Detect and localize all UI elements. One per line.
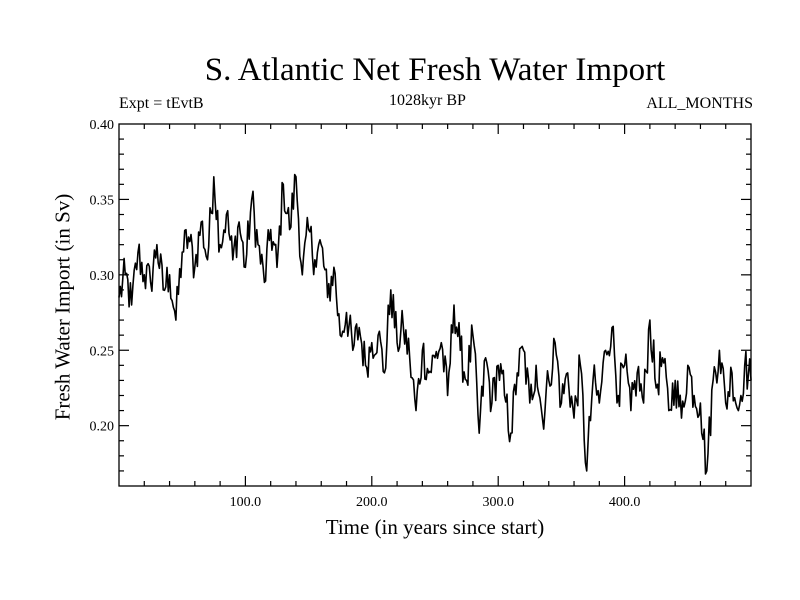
y-tick-label: 0.20 bbox=[90, 420, 115, 435]
x-tick-label: 300.0 bbox=[482, 495, 514, 510]
months-label: ALL_MONTHS bbox=[646, 95, 753, 112]
y-tick-label: 0.30 bbox=[90, 269, 115, 284]
experiment-label: Expt = tEvtB bbox=[119, 95, 204, 112]
plot-frame bbox=[118, 123, 752, 487]
y-tick-label: 0.35 bbox=[90, 193, 115, 208]
tick-label-layer: 100.0 200.0 300.0 400.0 0.20 0.25 0.30 0.35 0.40 bbox=[90, 118, 641, 510]
series-line bbox=[118, 173, 752, 475]
x-tick-label: 400.0 bbox=[609, 495, 641, 510]
x-axis-label: Time (in years since start) bbox=[325, 515, 545, 539]
chart-title: S. Atlantic Net Fresh Water Import bbox=[204, 52, 666, 88]
x-tick-label: 200.0 bbox=[356, 495, 388, 510]
y-tick-label: 0.25 bbox=[90, 344, 115, 359]
era-label: 1028kyr BP bbox=[389, 92, 466, 109]
x-tick-label: 100.0 bbox=[230, 495, 262, 510]
y-tick-label: 0.40 bbox=[90, 118, 115, 133]
